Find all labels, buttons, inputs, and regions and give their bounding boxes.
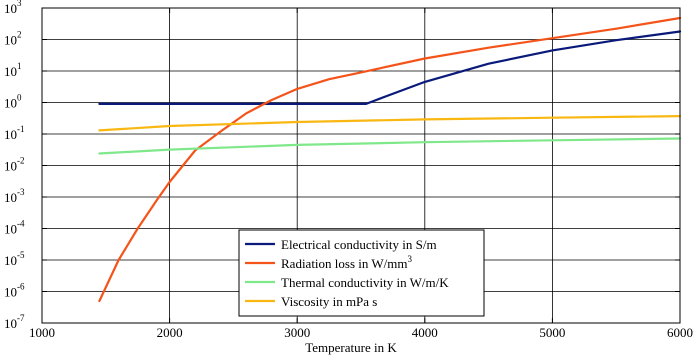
y-tick-label: 10-7	[4, 313, 25, 331]
legend-label-2: Radiation loss in W/mm3	[281, 254, 413, 271]
legend-label-4: Viscosity in mPa s	[281, 294, 377, 309]
x-tick-label: 4000	[412, 325, 438, 340]
x-tick-label: 1000	[29, 325, 55, 340]
x-tick-label: 5000	[539, 325, 565, 340]
y-tick-label: 10-4	[4, 219, 25, 237]
x-tick-label: 2000	[157, 325, 183, 340]
y-tick-label: 10-3	[4, 187, 25, 205]
series-line-4	[98, 114, 682, 132]
legend-label-1: Electrical conductivity in S/m	[281, 237, 437, 252]
series-line-3	[98, 137, 682, 155]
series-layer	[98, 16, 682, 303]
y-tick-label: 103	[4, 0, 22, 16]
x-tick-label: 6000	[667, 325, 693, 340]
legend: Electrical conductivity in S/m Radiation …	[238, 229, 485, 317]
x-tick-labels: 1000 2000 3000 4000 5000 6000	[29, 325, 693, 340]
series-line-2	[98, 16, 682, 303]
legend-box	[238, 229, 485, 317]
legend-label-3: Thermal conductivity in W/m/K	[281, 275, 449, 290]
y-tick-label: 10-2	[4, 156, 25, 174]
y-tick-labels: 10-7 10-6 10-5 10-4 10-3 10-2 10-1 100 101 102 103	[4, 0, 25, 331]
y-tick-label: 10-6	[4, 282, 25, 300]
y-tick-label: 101	[4, 61, 22, 79]
x-axis-title: Temperature in K	[305, 340, 397, 355]
y-tick-label: 102	[4, 30, 22, 48]
x-tick-label: 3000	[284, 325, 310, 340]
y-tick-label: 10-1	[4, 124, 25, 142]
y-tick-label: 100	[4, 93, 22, 111]
ticks	[41, 7, 681, 324]
y-tick-label: 10-5	[4, 250, 25, 268]
series-line-1	[98, 30, 682, 106]
